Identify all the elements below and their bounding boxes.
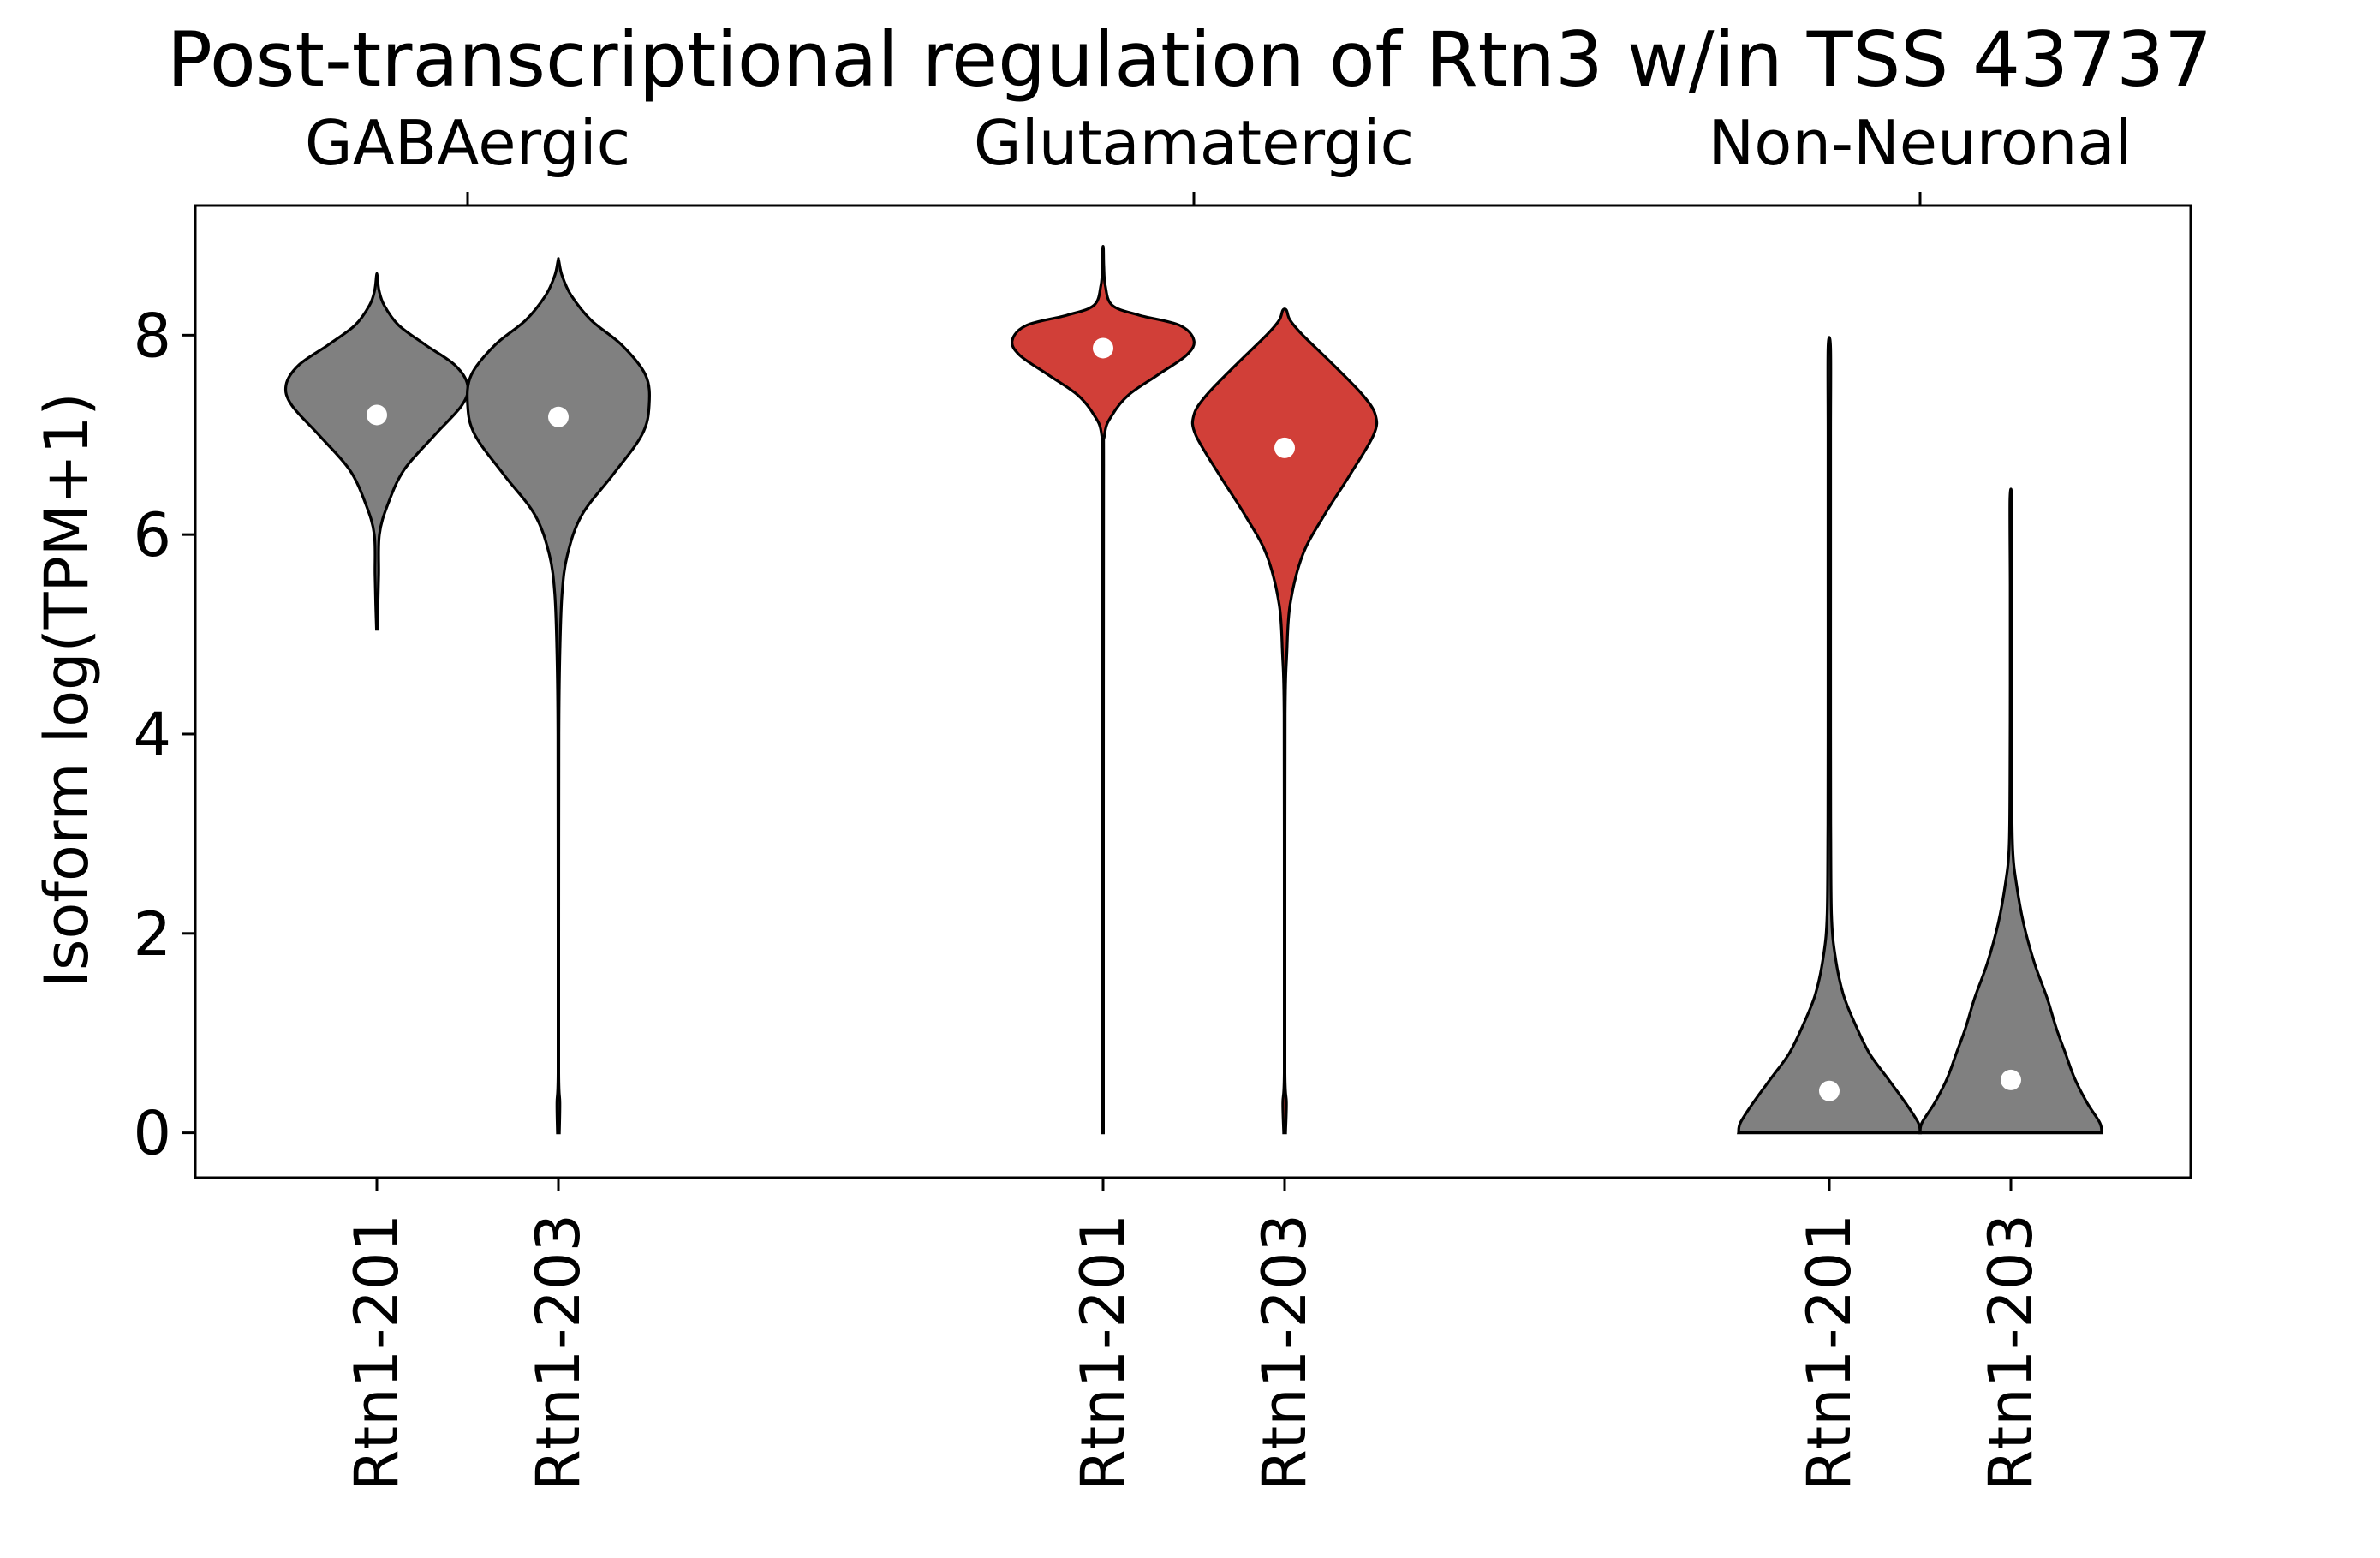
median-point	[1274, 437, 1295, 458]
violin-non-neuronal-rtn1-201	[1737, 336, 1922, 1135]
x-tick-label: Rtn1-203	[1976, 1214, 2046, 1491]
median-point	[1819, 1080, 1840, 1101]
x-axis: Rtn1-201 Rtn1-203 Rtn1-201 Rtn1-203 Rtn1-201…	[342, 1178, 2046, 1491]
violin-gabaergic-rtn1-203	[466, 257, 651, 1135]
violin-gabaergic-rtn1-201	[283, 272, 470, 631]
y-axis: 0 2 4 6 8	[133, 301, 195, 1169]
violin-glutamatergic-rtn1-203	[1190, 307, 1379, 1135]
group-label: GABAergic	[305, 107, 630, 179]
y-tick-label: 6	[133, 500, 171, 570]
y-tick-label: 4	[133, 700, 171, 770]
median-point	[2001, 1069, 2021, 1090]
x-tick-label: Rtn1-203	[523, 1214, 594, 1491]
median-point	[367, 404, 387, 426]
y-tick-label: 0	[133, 1099, 171, 1169]
y-axis-label: Isoform log(TPM+1)	[32, 392, 102, 988]
y-tick-label: 8	[133, 301, 171, 371]
plot-frame	[194, 204, 2192, 1179]
violins	[283, 245, 2103, 1135]
group-label: Non-Neuronal	[1708, 107, 2132, 179]
median-point	[1093, 337, 1113, 359]
chart-title: Post-transcriptional regulation of Rtn3 …	[167, 15, 2212, 104]
x-tick-label: Rtn1-201	[1068, 1214, 1138, 1491]
group-labels: GABAergic Glutamatergic Non-Neuronal	[305, 107, 2132, 206]
median-point	[548, 406, 569, 427]
x-tick-label: Rtn1-201	[1794, 1214, 1864, 1491]
x-tick-label: Rtn1-201	[342, 1214, 412, 1491]
group-label: Glutamatergic	[974, 107, 1414, 179]
violin-non-neuronal-rtn1-203	[1918, 487, 2103, 1135]
x-tick-label: Rtn1-203	[1250, 1214, 1320, 1491]
y-tick-label: 2	[133, 899, 171, 970]
violin-glutamatergic-rtn1-201	[1011, 245, 1196, 1135]
